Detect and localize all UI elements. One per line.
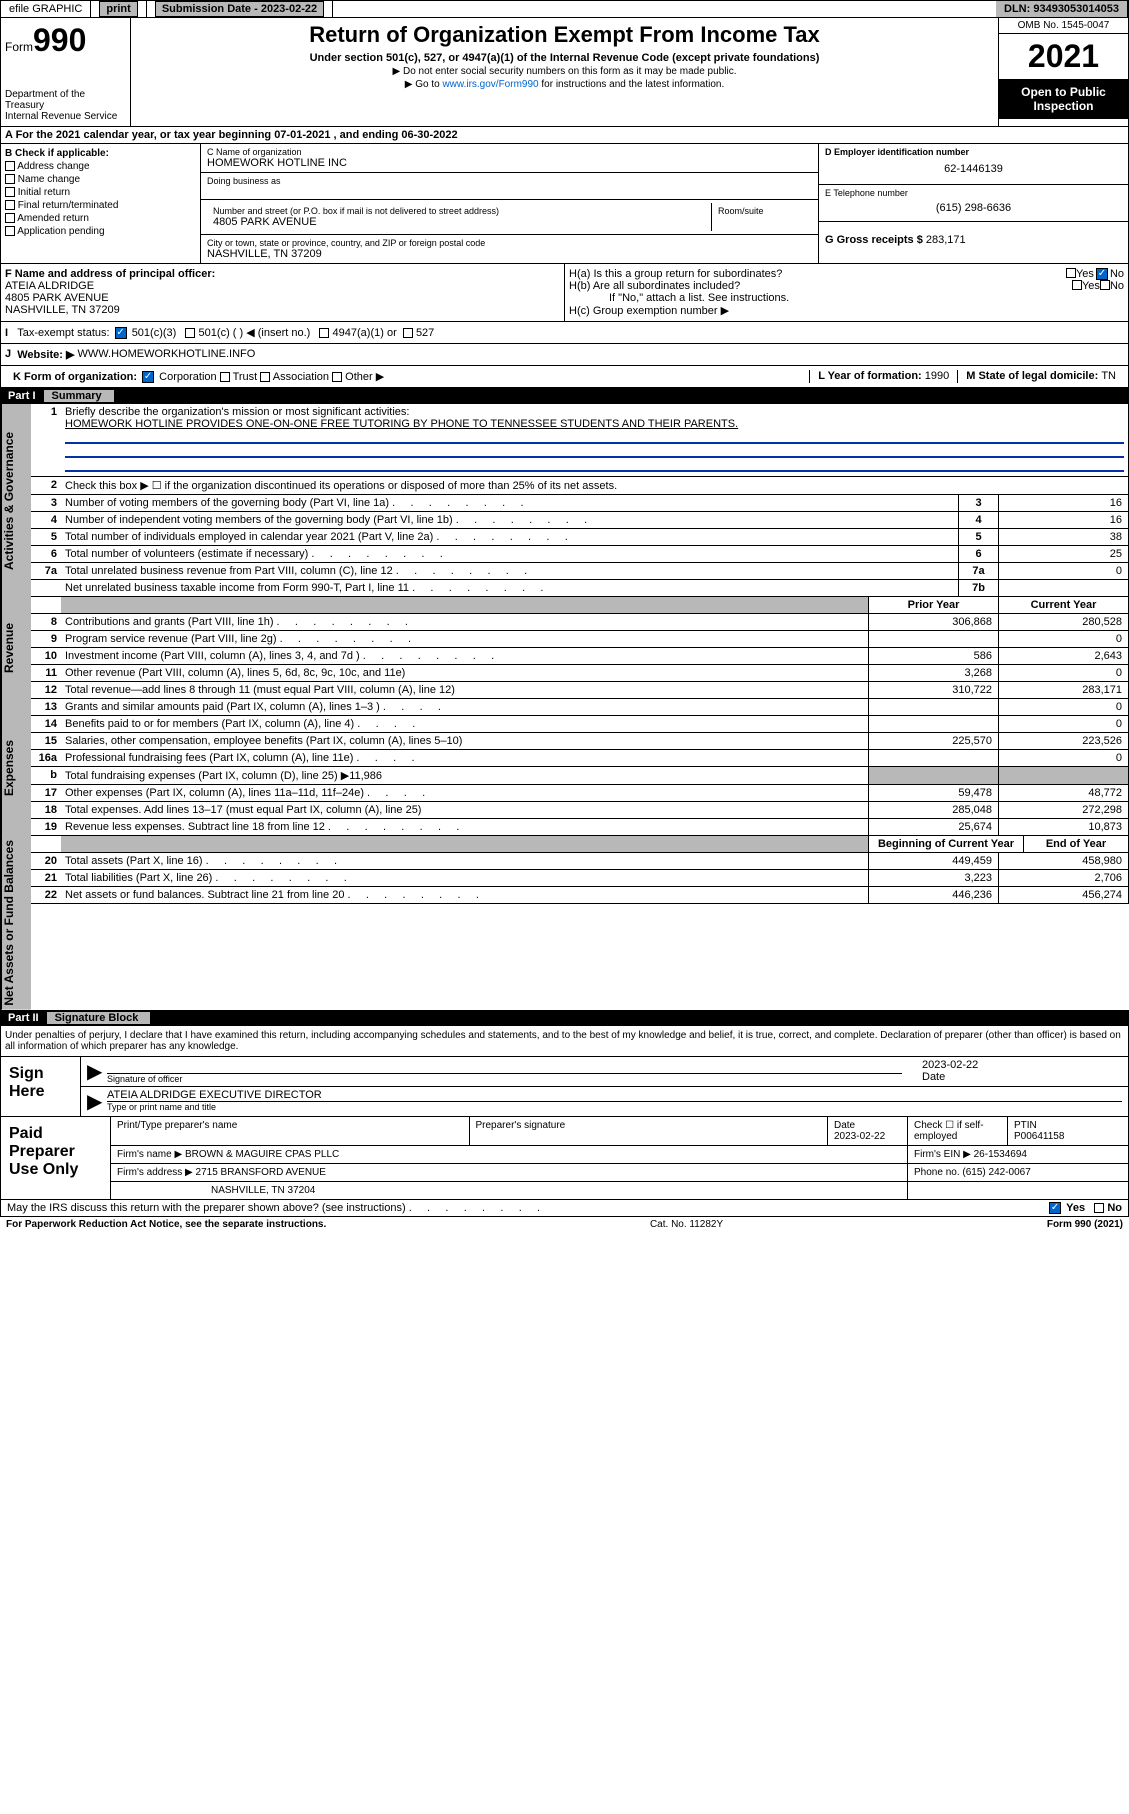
submission-date: Submission Date - 2023-02-22 [155,1,324,17]
paid-preparer-block: Paid Preparer Use Only Print/Type prepar… [0,1117,1129,1200]
print-button[interactable]: print [99,1,137,17]
netassets-block: Net Assets or Fund Balances Beginning of… [0,836,1129,1010]
chk-final-return[interactable]: Final return/terminated [5,200,196,211]
box-h: H(a) Is this a group return for subordin… [565,264,1128,321]
year-formation: 1990 [925,370,949,382]
section-klm: K Form of organization: Corporation Trus… [0,366,1129,388]
chk-app-pending[interactable]: Application pending [5,226,196,237]
firm-addr: 2715 BRANSFORD AVENUE [196,1167,326,1178]
firm-phone: (615) 242-0067 [962,1167,1030,1178]
v4: 16 [998,512,1128,528]
v3: 16 [998,495,1128,511]
pra-notice: For Paperwork Reduction Act Notice, see … [6,1219,326,1230]
sig-date: 2023-02-22 [922,1059,1122,1071]
governance-block: Activities & Governance 1 Briefly descri… [0,404,1129,597]
dept-treasury: Department of the Treasury [5,89,126,111]
mission: HOMEWORK HOTLINE PROVIDES ONE-ON-ONE FRE… [65,418,1124,430]
section-fh: F Name and address of principal officer:… [0,264,1129,322]
side-netassets: Net Assets or Fund Balances [1,836,31,1010]
v7a: 0 [998,563,1128,579]
irs-link[interactable]: www.irs.gov/Form990 [442,79,538,90]
chk-amended[interactable]: Amended return [5,213,196,224]
paid-preparer-label: Paid Preparer Use Only [1,1117,111,1199]
box-f: F Name and address of principal officer:… [1,264,565,321]
officer-name: ATEIA ALDRIDGE [5,280,560,292]
footer: For Paperwork Reduction Act Notice, see … [0,1217,1129,1232]
expenses-block: Expenses 13Grants and similar amounts pa… [0,699,1129,836]
sig-intro: Under penalties of perjury, I declare th… [0,1026,1129,1057]
part1-header: Part I Summary [0,388,1129,404]
domicile: TN [1101,370,1116,382]
chk-address-change[interactable]: Address change [5,161,196,172]
sign-here-block: Sign Here ▶ Signature of officer 2023-02… [0,1057,1129,1117]
telephone: (615) 298-6636 [825,198,1122,218]
side-revenue: Revenue [1,597,31,699]
chk-ha-no[interactable] [1096,268,1108,280]
form-ref: Form 990 (2021) [1047,1219,1123,1230]
firm-ein: 26-1534694 [974,1149,1027,1160]
form-number: 990 [33,22,86,58]
top-bar: efile GRAPHIC print Submission Date - 20… [0,0,1129,18]
note-ssn: ▶ Do not enter social security numbers o… [151,66,978,77]
org-city: NASHVILLE, TN 37209 [207,248,812,260]
ptin: P00641158 [1014,1131,1122,1142]
box-c: C Name of organization HOMEWORK HOTLINE … [201,144,818,263]
note-link: ▶ Go to www.irs.gov/Form990 for instruct… [151,79,978,90]
sign-here-label: Sign Here [1,1057,81,1116]
v5: 38 [998,529,1128,545]
officer-city: NASHVILLE, TN 37209 [5,304,560,316]
form-header: Form990 Department of the Treasury Inter… [0,18,1129,127]
side-expenses: Expenses [1,699,31,836]
section-bcdeg: B Check if applicable: Address change Na… [0,144,1129,264]
dba-label: Doing business as [207,176,812,186]
box-b: B Check if applicable: Address change Na… [1,144,201,263]
firm-name: BROWN & MAGUIRE CPAS PLLC [185,1149,339,1160]
ein: 62-1446139 [825,157,1122,181]
firm-addr2: NASHVILLE, TN 37204 [111,1182,908,1199]
officer-sig-name: ATEIA ALDRIDGE EXECUTIVE DIRECTOR [107,1089,1122,1101]
row-a-taxyear: A For the 2021 calendar year, or tax yea… [0,127,1129,144]
officer-addr: 4805 PARK AVENUE [5,292,560,304]
irs-label: Internal Revenue Service [5,111,126,122]
org-address: 4805 PARK AVENUE [213,216,705,228]
chk-corp[interactable] [142,371,154,383]
dln: DLN: 93493053014053 [996,1,1128,17]
section-i: I Tax-exempt status: 501(c)(3) 501(c) ( … [0,322,1129,344]
omb-number: OMB No. 1545-0047 [999,18,1128,34]
tax-year: 2021 [999,34,1128,79]
website: WWW.HOMEWORKHOTLINE.INFO [77,348,255,361]
org-name: HOMEWORK HOTLINE INC [207,157,812,169]
form-title: Return of Organization Exempt From Incom… [151,22,978,48]
box-deg: D Employer identification number 62-1446… [818,144,1128,263]
part2-header: Part II Signature Block [0,1010,1129,1026]
open-inspection: Open to Public Inspection [999,79,1128,119]
discuss-row: May the IRS discuss this return with the… [0,1200,1129,1217]
form-label: Form [5,40,33,54]
section-j: J Website: ▶ WWW.HOMEWORKHOTLINE.INFO [0,344,1129,366]
chk-discuss-yes[interactable] [1049,1202,1061,1214]
form-subtitle: Under section 501(c), 527, or 4947(a)(1)… [151,52,978,64]
chk-501c3[interactable] [115,327,127,339]
v6: 25 [998,546,1128,562]
efile-label: efile GRAPHIC [1,1,91,17]
revenue-block: Revenue Prior YearCurrent Year 8Contribu… [0,597,1129,699]
chk-initial-return[interactable]: Initial return [5,187,196,198]
side-governance: Activities & Governance [1,404,31,597]
cat-no: Cat. No. 11282Y [650,1219,723,1230]
chk-name-change[interactable]: Name change [5,174,196,185]
v7b [998,580,1128,596]
gross-receipts: 283,171 [926,234,966,246]
